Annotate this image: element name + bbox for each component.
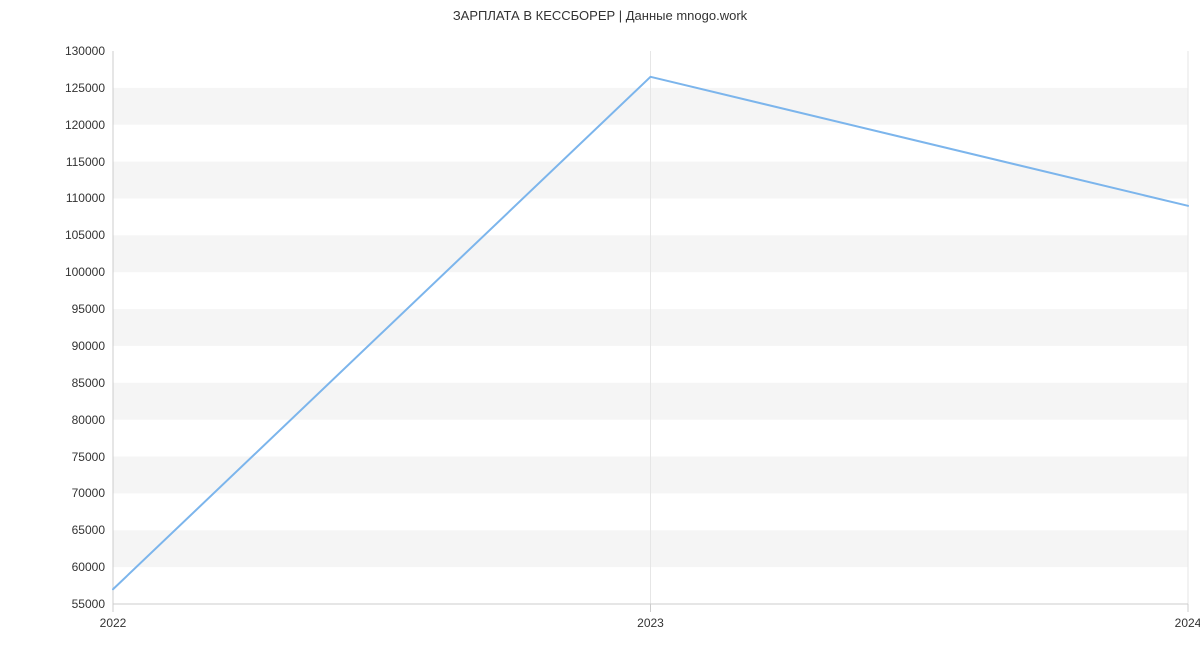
y-axis-label: 115000 (66, 155, 105, 169)
x-axis-label: 2022 (100, 616, 127, 630)
y-axis-label: 55000 (72, 597, 105, 611)
y-axis-label: 100000 (65, 265, 105, 279)
y-axis-label: 95000 (72, 302, 105, 316)
plot-area (113, 51, 1188, 604)
y-axis-label: 85000 (72, 376, 105, 390)
y-axis-label: 90000 (72, 339, 105, 353)
y-axis-label: 120000 (65, 118, 105, 132)
x-axis-label: 2024 (1175, 616, 1200, 630)
y-axis-label: 130000 (65, 44, 105, 58)
y-axis-label: 125000 (65, 81, 105, 95)
salary-line-chart: ЗАРПЛАТА В КЕССБОРЕР | Данные mnogo.work… (0, 0, 1200, 650)
y-axis-label: 105000 (65, 228, 105, 242)
y-axis-label: 75000 (72, 450, 105, 464)
y-axis-label: 60000 (72, 560, 105, 574)
y-axis-label: 110000 (66, 191, 105, 205)
y-axis-label: 65000 (72, 523, 105, 537)
y-axis-label: 70000 (72, 486, 105, 500)
y-axis-label: 80000 (72, 413, 105, 427)
x-axis-label: 2023 (637, 616, 664, 630)
chart-title: ЗАРПЛАТА В КЕССБОРЕР | Данные mnogo.work (0, 8, 1200, 23)
